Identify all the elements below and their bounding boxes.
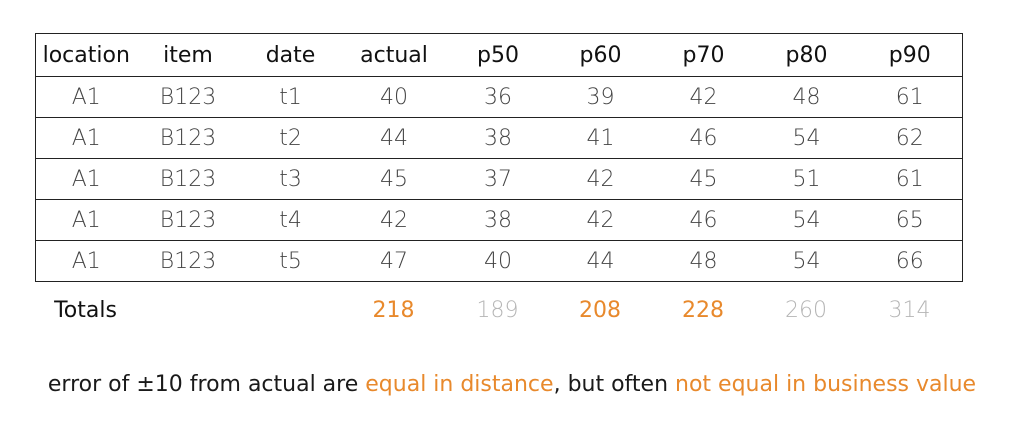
forecast-table: location item date actual p50 p60 p70 p8… xyxy=(35,33,963,282)
totals-p70: 228 xyxy=(682,297,724,323)
table-cell: 42 xyxy=(341,199,447,241)
table-cell: 37 xyxy=(446,158,550,200)
totals-p50: 189 xyxy=(476,297,519,323)
table-header-row: location item date actual p50 p60 p70 p8… xyxy=(35,33,963,77)
table-cell: A1 xyxy=(35,158,137,200)
table-cell: 42 xyxy=(549,158,652,200)
table-cell: 48 xyxy=(755,76,858,118)
table-cell: 44 xyxy=(341,117,447,159)
table-cell: 42 xyxy=(549,199,652,241)
caption: error of ±10 from actual are equal in di… xyxy=(0,372,1024,397)
header-date: date xyxy=(239,33,342,77)
table-cell: 47 xyxy=(341,240,447,282)
totals-p90: 314 xyxy=(888,297,931,323)
table-cell: 38 xyxy=(446,117,550,159)
table-cell: t5 xyxy=(239,240,342,282)
table-row: A1 B123 t3 45 37 42 45 51 61 xyxy=(35,158,963,200)
table-cell: 54 xyxy=(755,240,858,282)
table-cell: A1 xyxy=(35,117,137,159)
table-cell: B123 xyxy=(136,117,240,159)
table-cell: 66 xyxy=(857,240,963,282)
table-cell: t4 xyxy=(239,199,342,241)
table-cell: B123 xyxy=(136,76,240,118)
totals-actual: 218 xyxy=(372,297,415,323)
table-cell: 42 xyxy=(651,76,756,118)
table-cell: 36 xyxy=(446,76,550,118)
table-cell: B123 xyxy=(136,240,240,282)
table-cell: B123 xyxy=(136,199,240,241)
table-cell: 54 xyxy=(755,199,858,241)
table-cell: 40 xyxy=(446,240,550,282)
table-cell: t2 xyxy=(239,117,342,159)
table-cell: 46 xyxy=(651,199,756,241)
table-cell: 39 xyxy=(549,76,652,118)
table-cell: 51 xyxy=(755,158,858,200)
table-cell: 40 xyxy=(341,76,447,118)
header-p90: p90 xyxy=(857,33,963,77)
totals-p80: 260 xyxy=(785,297,827,323)
table-cell: 61 xyxy=(857,76,963,118)
caption-text-1: error of ±10 from actual are xyxy=(47,372,366,397)
header-location: location xyxy=(35,33,137,77)
table-cell: 38 xyxy=(446,199,550,241)
header-item: item xyxy=(136,33,240,77)
table-cell: 45 xyxy=(341,158,447,200)
table-cell: B123 xyxy=(136,158,240,200)
table-cell: A1 xyxy=(35,199,137,241)
table-row: A1 B123 t5 47 40 44 48 54 66 xyxy=(35,240,963,282)
totals-row: Totals 218 189 208 228 260 314 xyxy=(35,290,962,330)
table-cell: 41 xyxy=(549,117,652,159)
table-row: A1 B123 t4 42 38 42 46 54 65 xyxy=(35,199,963,241)
table-row: A1 B123 t1 40 36 39 42 48 61 xyxy=(35,76,963,118)
table-cell: 62 xyxy=(857,117,963,159)
table-cell: A1 xyxy=(35,76,137,118)
table-cell: 54 xyxy=(755,117,858,159)
caption-highlight-2: not equal in business value xyxy=(675,372,977,397)
table-cell: 44 xyxy=(549,240,652,282)
totals-p60: 208 xyxy=(579,297,621,323)
caption-text-2: , but often xyxy=(553,372,676,397)
header-actual: actual xyxy=(341,33,447,77)
header-p50: p50 xyxy=(446,33,550,77)
totals-label: Totals xyxy=(54,297,117,323)
table-cell: 65 xyxy=(857,199,963,241)
header-p60: p60 xyxy=(549,33,652,77)
table-cell: 46 xyxy=(651,117,756,159)
table-cell: t1 xyxy=(239,76,342,118)
table-cell: 61 xyxy=(857,158,963,200)
table-cell: A1 xyxy=(35,240,137,282)
table-cell: t3 xyxy=(239,158,342,200)
header-p70: p70 xyxy=(651,33,756,77)
header-p80: p80 xyxy=(755,33,858,77)
table-cell: 45 xyxy=(651,158,756,200)
table-cell: 48 xyxy=(651,240,756,282)
table-row: A1 B123 t2 44 38 41 46 54 62 xyxy=(35,117,963,159)
caption-highlight-1: equal in distance xyxy=(365,372,554,397)
